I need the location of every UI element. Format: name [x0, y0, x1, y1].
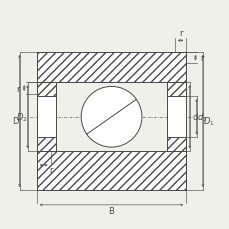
Text: D: D — [12, 117, 18, 126]
Text: d: d — [191, 113, 197, 122]
Text: r: r — [49, 165, 52, 174]
Polygon shape — [37, 152, 185, 190]
Text: $d_1$: $d_1$ — [196, 111, 207, 123]
Text: r: r — [178, 29, 182, 38]
Text: r: r — [16, 84, 20, 93]
Bar — [37, 53, 185, 190]
Bar — [37, 83, 56, 152]
Text: r: r — [199, 54, 203, 63]
Circle shape — [81, 87, 141, 147]
Bar — [166, 83, 185, 152]
Bar — [166, 97, 185, 138]
Bar — [166, 83, 185, 152]
Polygon shape — [37, 53, 185, 83]
Text: $D_2$: $D_2$ — [16, 111, 27, 123]
Text: B: B — [108, 206, 114, 215]
Bar — [37, 97, 56, 138]
Text: $D_1$: $D_1$ — [202, 115, 213, 128]
Bar — [37, 83, 56, 152]
